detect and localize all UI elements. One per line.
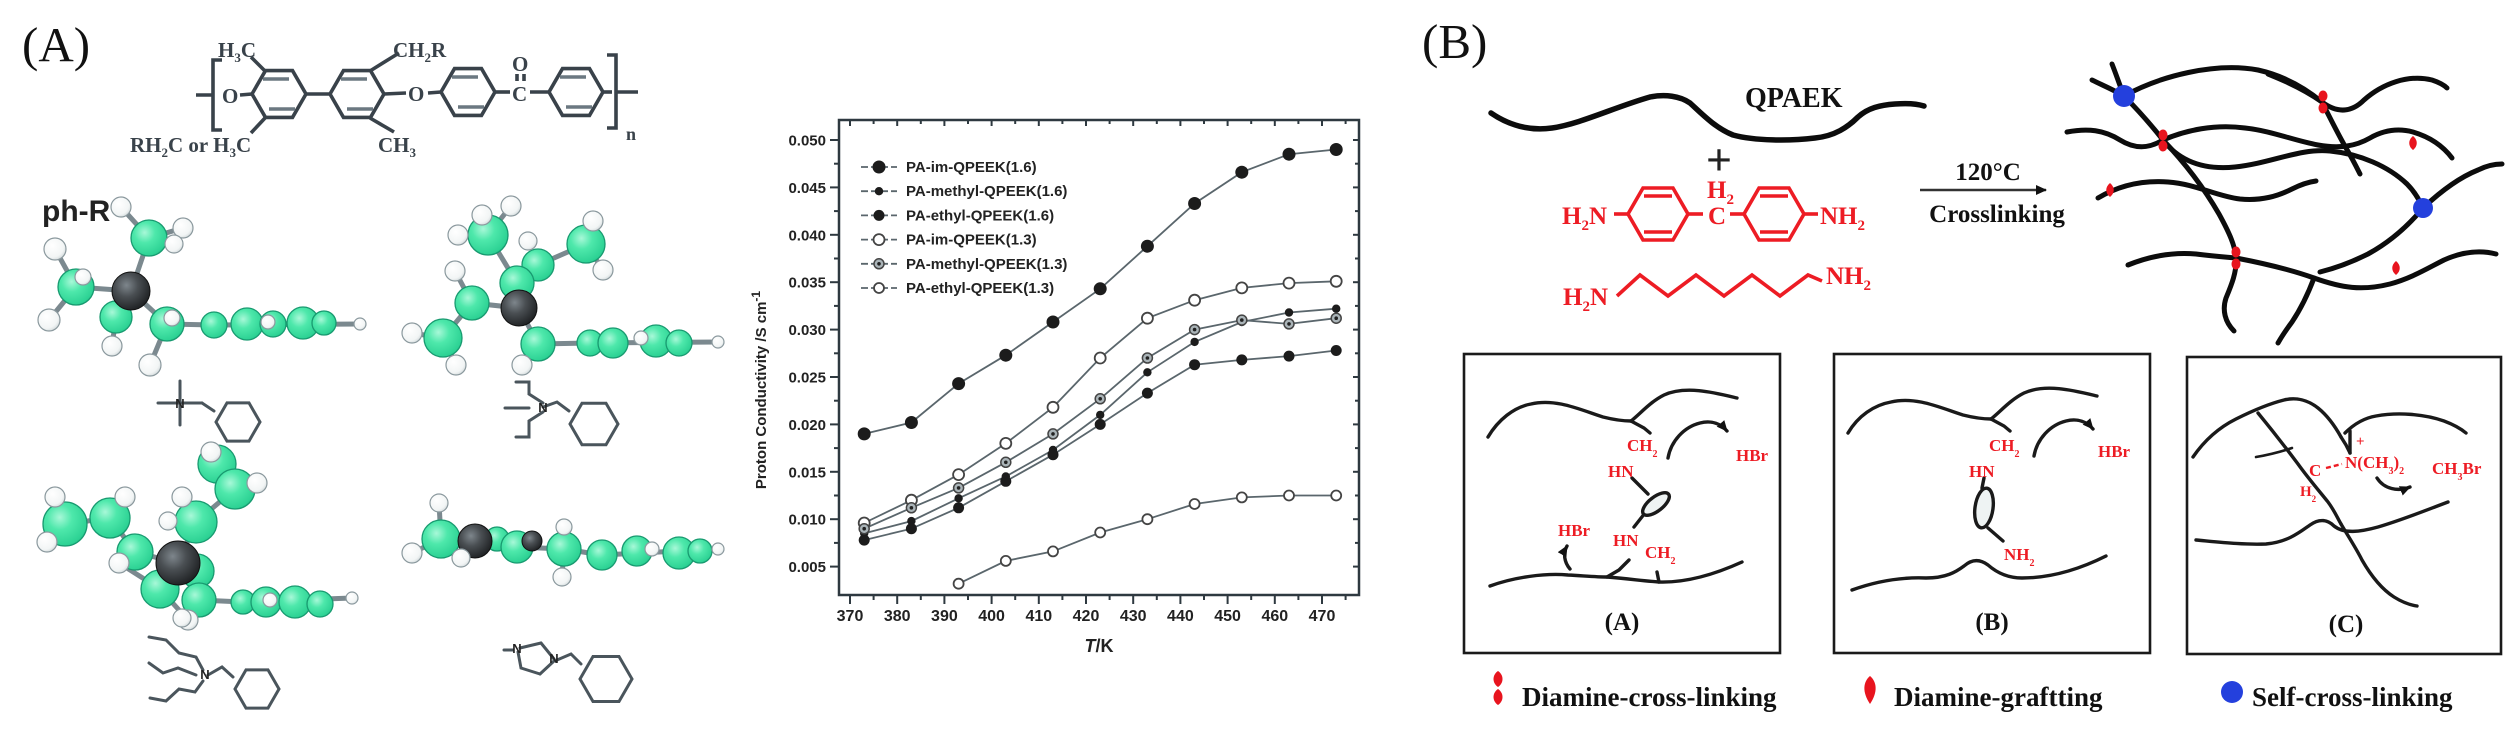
svg-text:Crosslinking: Crosslinking: [1929, 201, 2065, 228]
svg-text:ph-R: ph-R: [42, 195, 111, 228]
svg-text:O: O: [408, 82, 424, 106]
svg-text:120°C: 120°C: [1955, 159, 2021, 186]
svg-text:430: 430: [1120, 608, 1147, 625]
svg-text:0.005: 0.005: [788, 559, 826, 576]
svg-text:(B): (B): [1975, 609, 2008, 636]
svg-text:440: 440: [1167, 608, 1194, 625]
svg-text:N: N: [549, 651, 558, 666]
svg-text:O: O: [512, 52, 528, 76]
svg-text:n: n: [626, 124, 636, 144]
svg-text:Diamine-cross-linking: Diamine-cross-linking: [1522, 682, 1777, 712]
svg-text:(A): (A): [1605, 609, 1640, 636]
svg-text:CH2​R: CH2​R: [393, 38, 447, 65]
svg-text:HN: HN: [1969, 462, 1995, 481]
svg-text:+: +: [2356, 434, 2365, 450]
svg-text:0.015: 0.015: [788, 464, 826, 481]
svg-text:PA-im-QPEEK(1.6): PA-im-QPEEK(1.6): [906, 159, 1037, 176]
svg-text:0.050: 0.050: [788, 133, 826, 150]
svg-text:470: 470: [1309, 608, 1336, 625]
svg-text:450: 450: [1214, 608, 1241, 625]
svg-text:0.045: 0.045: [788, 180, 826, 197]
svg-text:RH2​C or H3​C: RH2​C or H3​C: [130, 133, 251, 160]
svg-text:HBr: HBr: [2098, 442, 2131, 461]
svg-text:PA-im-QPEEK(1.3): PA-im-QPEEK(1.3): [906, 232, 1037, 249]
svg-text:Proton Conductivity /S cm-1: Proton Conductivity /S cm-1: [749, 291, 770, 490]
svg-text:0.025: 0.025: [788, 370, 826, 387]
svg-text:400: 400: [978, 608, 1005, 625]
svg-text:PA-ethyl-QPEEK(1.3): PA-ethyl-QPEEK(1.3): [906, 280, 1054, 297]
svg-text:C: C: [2309, 461, 2321, 480]
svg-text:+: +: [1706, 134, 1732, 185]
svg-text:0.020: 0.020: [788, 417, 826, 434]
svg-text:(A): (A): [22, 17, 90, 72]
svg-text:(C): (C): [2329, 611, 2364, 638]
svg-text:PA-ethyl-QPEEK(1.6): PA-ethyl-QPEEK(1.6): [906, 207, 1054, 224]
svg-text:HBr: HBr: [1736, 446, 1769, 465]
svg-text:420: 420: [1073, 608, 1100, 625]
svg-text:0.030: 0.030: [788, 322, 826, 339]
svg-text:C: C: [1708, 203, 1726, 230]
svg-text:O: O: [222, 84, 238, 108]
svg-text:460: 460: [1261, 608, 1288, 625]
svg-text:CH3​: CH3​: [378, 133, 417, 160]
svg-text:N: N: [538, 400, 547, 415]
svg-text:HN: HN: [1613, 531, 1639, 550]
svg-text:C: C: [512, 82, 527, 106]
svg-text:N: N: [200, 667, 209, 682]
svg-text:PA-methyl-QPEEK(1.3): PA-methyl-QPEEK(1.3): [906, 256, 1067, 273]
svg-text:0.040: 0.040: [788, 227, 826, 244]
svg-text:HN: HN: [1608, 462, 1634, 481]
svg-text:N: N: [175, 396, 184, 411]
svg-text:HBr: HBr: [1558, 521, 1591, 540]
svg-text:(B): (B): [1422, 14, 1487, 69]
svg-text:0.010: 0.010: [788, 512, 826, 529]
svg-text:390: 390: [931, 608, 958, 625]
svg-text:Self-cross-linking: Self-cross-linking: [2252, 682, 2453, 712]
svg-text:370: 370: [837, 608, 864, 625]
svg-text:T/K: T/K: [1085, 636, 1114, 656]
svg-text:Diamine-graftting: Diamine-graftting: [1894, 682, 2103, 712]
svg-text:H3​C: H3​C: [218, 38, 256, 65]
svg-text:N: N: [512, 641, 521, 656]
svg-text:380: 380: [884, 608, 911, 625]
svg-text:QPAEK: QPAEK: [1745, 83, 1843, 114]
svg-text:410: 410: [1025, 608, 1052, 625]
svg-text:0.035: 0.035: [788, 275, 826, 292]
svg-text:PA-methyl-QPEEK(1.6): PA-methyl-QPEEK(1.6): [906, 183, 1067, 200]
